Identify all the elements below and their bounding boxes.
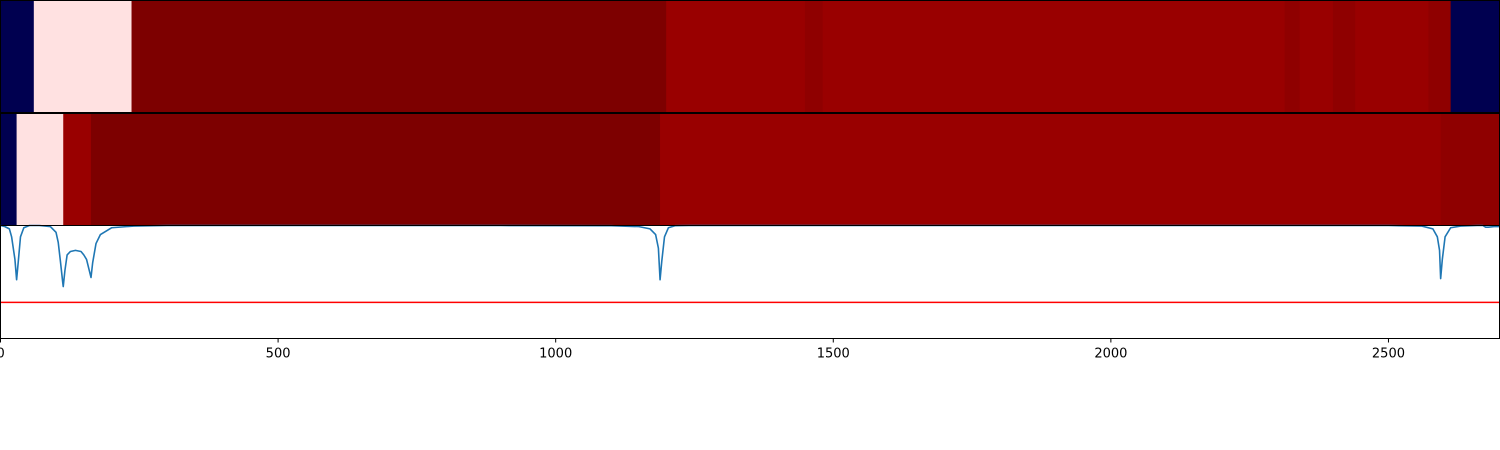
heatmap-cell-0 [0,113,18,226]
heatmap-bottom-strip [0,113,1500,226]
heatmap-cell-1 [33,0,133,113]
heatmap-cell-6 [1284,0,1301,113]
heatmap-cell-1 [16,113,64,226]
x-tick-label-4: 2000 [1094,347,1127,362]
heatmap-cell-2 [131,0,667,113]
x-axis: 0 500 1000 1500 2000 2500 [0,338,1405,362]
x-tick-label-5: 2500 [1372,347,1405,362]
x-tick-label-3: 1500 [817,347,850,362]
heatmap-cell-2 [63,113,92,226]
heatmap-cell-3 [90,113,661,226]
x-tick-label-0: 0 [0,347,5,362]
x-tick-label-2: 1000 [539,347,572,362]
heatmap-cell-0 [0,0,35,113]
heatmap-cell-4 [804,0,824,113]
heatmap-cell-5 [1440,113,1500,226]
line-plot-panel [0,224,1500,304]
heatmap-cell-8 [1332,0,1356,113]
heatmap-cell-9 [1355,0,1430,113]
heatmap-cell-4 [660,113,1442,226]
x-tick-label-1: 500 [266,347,291,362]
heatmap-cell-3 [666,0,806,113]
heatmap-top-strip [0,0,1500,113]
heatmap-cell-7 [1299,0,1334,113]
heatmap-cell-11 [1450,0,1500,113]
heatmap-cell-5 [822,0,1286,113]
series-line [0,224,1500,288]
heatmap-cell-10 [1428,0,1452,113]
line-plot-frame [0,225,1500,339]
